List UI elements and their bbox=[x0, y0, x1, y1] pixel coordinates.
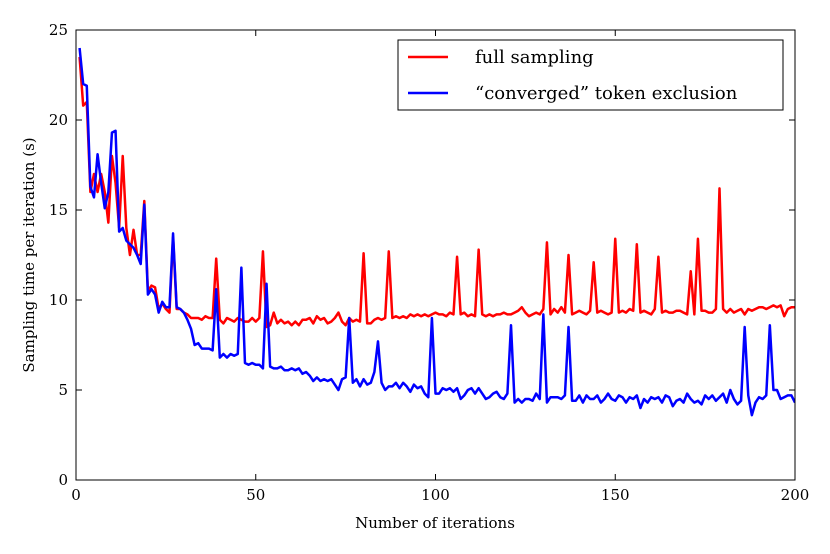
x-tick-label: 0 bbox=[71, 486, 81, 504]
line-series bbox=[78, 47, 795, 417]
y-tick-label: 0 bbox=[58, 471, 68, 489]
x-tick-label: 200 bbox=[781, 486, 810, 504]
y-tick-label: 20 bbox=[49, 111, 68, 129]
y-tick-label: 25 bbox=[49, 21, 68, 39]
y-tick-label: 10 bbox=[49, 291, 68, 309]
legend: full sampling “converged” token exclusion bbox=[397, 39, 784, 111]
x-axis-label: Number of iterations bbox=[355, 514, 515, 532]
legend-box bbox=[397, 39, 784, 111]
y-tick-label: 5 bbox=[58, 381, 68, 399]
legend-label: full sampling bbox=[475, 47, 594, 68]
x-tick-label: 150 bbox=[601, 486, 630, 504]
line-series bbox=[78, 56, 795, 329]
y-tick-label: 15 bbox=[49, 201, 68, 219]
legend-label: “converged” token exclusion bbox=[475, 83, 738, 104]
x-tick-label: 100 bbox=[421, 486, 450, 504]
x-tick-label: 50 bbox=[246, 486, 265, 504]
y-axis-label: Sampling time per iteration (s) bbox=[20, 137, 38, 372]
